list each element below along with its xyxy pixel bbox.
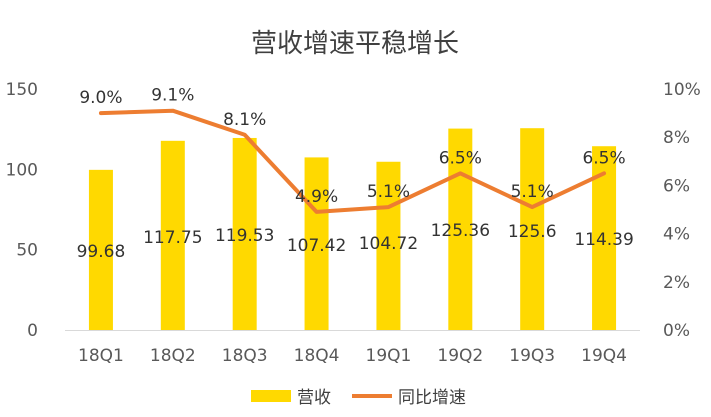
y-left-tick-label: 0	[27, 321, 38, 341]
bar	[88, 169, 113, 330]
y-right-tick-label: 4%	[663, 225, 690, 245]
legend: 营收 同比增速	[251, 388, 466, 408]
x-tick-label: 18Q2	[150, 346, 196, 366]
bars-revenue	[88, 128, 617, 330]
bar	[376, 161, 401, 330]
y-right-tick-label: 0%	[663, 321, 690, 341]
line-value-label: 5.1%	[367, 182, 410, 202]
growth-line	[98, 108, 607, 214]
x-tick-label: 18Q3	[222, 346, 268, 366]
x-tick-label: 19Q1	[366, 346, 412, 366]
y-right-tick-label: 10%	[663, 80, 701, 100]
bar-value-label: 125.6	[508, 222, 557, 242]
axes: 0 50 100 150 0% 2% 4% 6% 8% 10% 18Q1 18Q2 18Q3 18Q4 19…	[6, 80, 701, 366]
bar-value-label: 107.42	[287, 236, 346, 256]
line-value-label: 9.0%	[79, 88, 122, 108]
line-value-label: 4.9%	[295, 187, 338, 207]
line-value-label: 6.5%	[582, 148, 625, 168]
y-left-tick-label: 100	[6, 160, 38, 180]
data-labels: 99.68 117.75 119.53 107.42 104.72 125.36 125.6…	[77, 86, 634, 262]
line-growth	[98, 108, 607, 214]
line-value-label: 5.1%	[511, 182, 554, 202]
x-tick-label: 18Q1	[78, 346, 124, 366]
bar-value-label: 117.75	[143, 228, 202, 248]
line-value-label: 6.5%	[439, 148, 482, 168]
bar	[520, 128, 545, 330]
bar-value-label: 114.39	[574, 230, 633, 250]
y-right-tick-label: 8%	[663, 128, 690, 148]
bar	[160, 140, 185, 330]
bar-value-label: 125.36	[431, 221, 490, 241]
line-value-label: 8.1%	[223, 110, 266, 130]
x-tick-label: 18Q4	[294, 346, 340, 366]
bar	[232, 137, 257, 330]
bar-value-label: 104.72	[359, 234, 418, 254]
y-right-tick-label: 2%	[663, 273, 690, 293]
legend-swatch-bar	[251, 390, 291, 402]
x-tick-label: 19Q2	[437, 346, 483, 366]
bar-value-label: 119.53	[215, 226, 274, 246]
bar-value-label: 99.68	[77, 242, 126, 262]
y-left-tick-label: 50	[16, 241, 38, 261]
chart-title: 营收增速平稳增长	[251, 29, 459, 59]
legend-label-line: 同比增速	[398, 388, 466, 408]
y-right-tick-label: 6%	[663, 176, 690, 196]
x-tick-label: 19Q3	[509, 346, 555, 366]
bar	[448, 128, 473, 330]
x-tick-label: 19Q4	[581, 346, 627, 366]
line-value-label: 9.1%	[151, 86, 194, 106]
legend-label-bar: 营收	[297, 388, 331, 408]
y-left-tick-label: 150	[6, 80, 38, 100]
bar	[304, 157, 329, 330]
